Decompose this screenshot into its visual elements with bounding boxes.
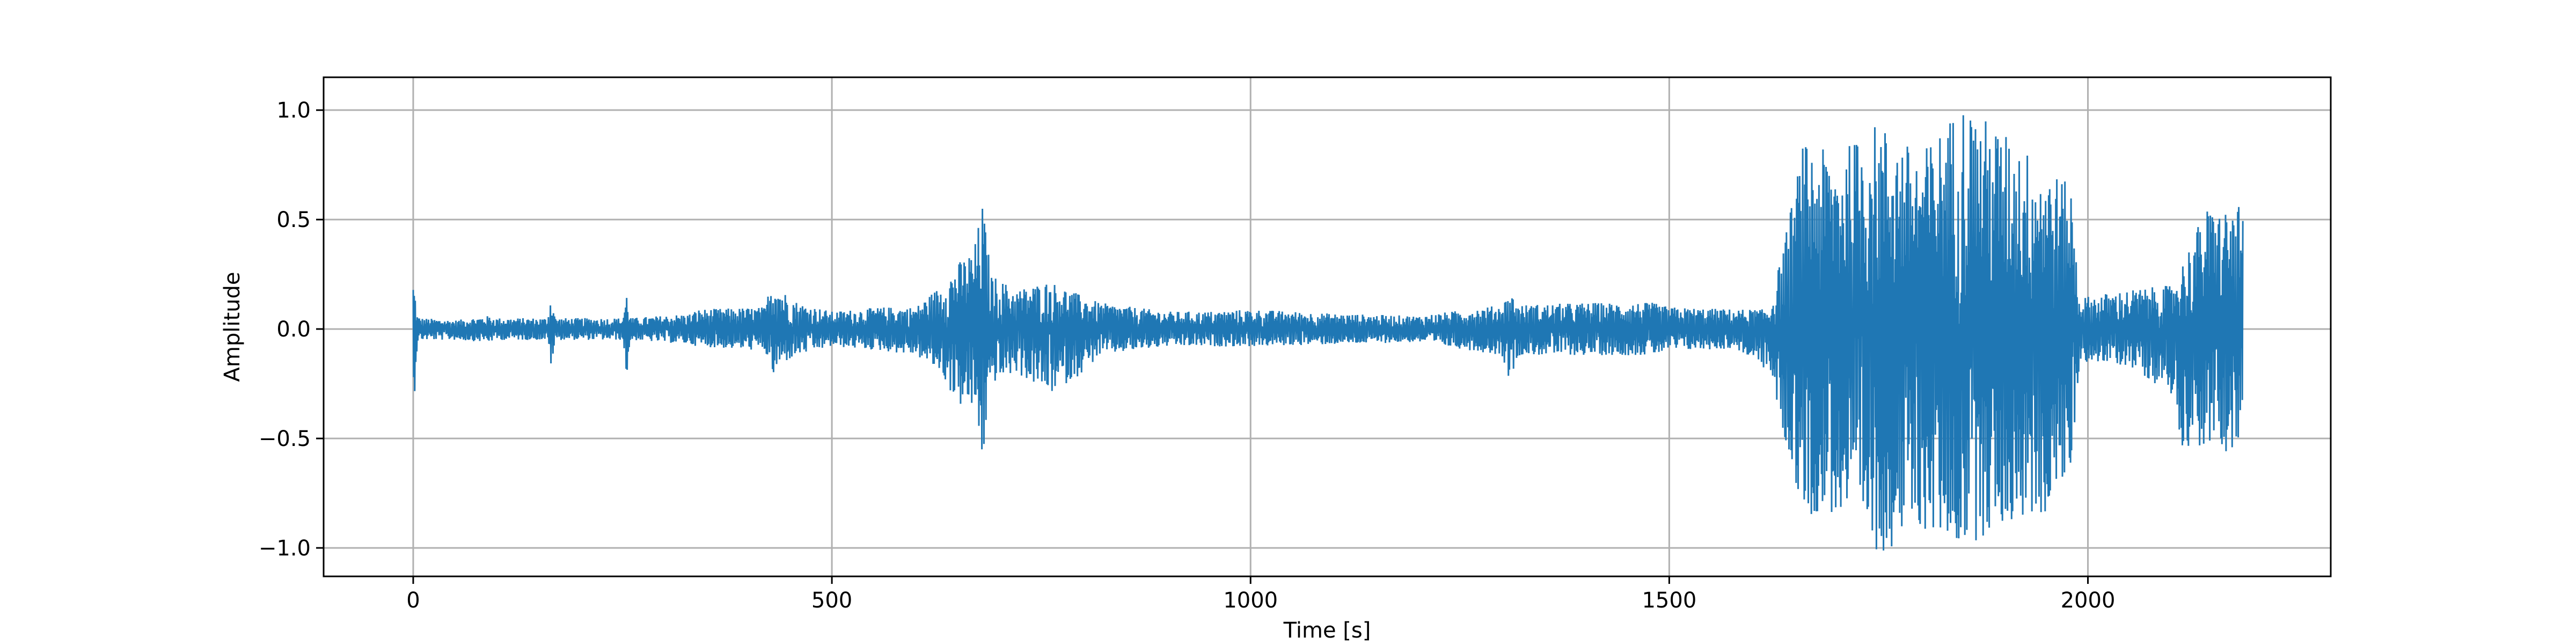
y-tick-label: 0.0 bbox=[276, 317, 311, 342]
x-tick-label: 500 bbox=[811, 588, 852, 613]
y-tick-label: 0.5 bbox=[276, 208, 311, 232]
y-axis-label: Amplitude bbox=[220, 272, 245, 382]
x-axis-label: Time [s] bbox=[1283, 618, 1371, 643]
x-axis-ticks: 0 500 1000 1500 2000 bbox=[406, 576, 2115, 613]
x-tick-label: 0 bbox=[406, 588, 420, 613]
data-layer bbox=[412, 115, 2244, 551]
x-tick-label: 1500 bbox=[1642, 588, 1696, 613]
y-axis-ticks: −1.0 −0.5 0.0 0.5 1.0 bbox=[259, 98, 324, 561]
y-tick-label: −0.5 bbox=[259, 427, 311, 451]
x-tick-label: 1000 bbox=[1223, 588, 1278, 613]
series-line-waveform bbox=[412, 115, 2244, 551]
axes-frame bbox=[323, 76, 2332, 577]
x-tick-label: 2000 bbox=[2061, 588, 2116, 613]
y-tick-label: −1.0 bbox=[259, 536, 311, 561]
y-tick-label: 1.0 bbox=[276, 98, 311, 123]
